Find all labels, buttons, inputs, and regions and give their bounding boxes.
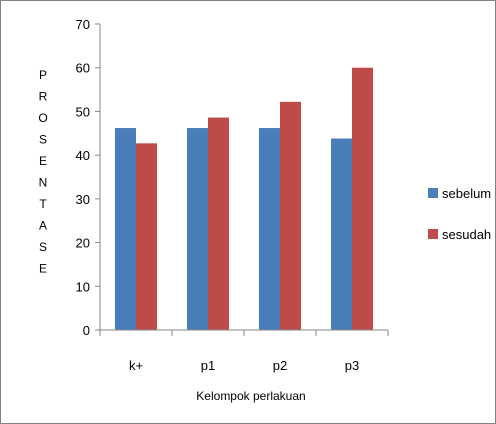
x-axis-title: Kelompok perlakuan (196, 389, 305, 403)
x-tick-label: k+ (129, 358, 143, 373)
y-axis-title-letter: A (39, 219, 47, 233)
y-axis-title-letter: S (39, 240, 47, 254)
bar-sesudah-k+ (136, 143, 157, 330)
y-axis-title-letter: E (39, 154, 47, 168)
bar-sesudah-p1 (208, 117, 229, 330)
y-tick-label: 60 (76, 61, 90, 76)
bar-sesudah-p3 (352, 67, 373, 330)
y-axis-ticks: 0 10 20 30 40 50 60 70 (76, 17, 100, 338)
y-tick-label: 0 (83, 323, 90, 338)
y-tick-label: 50 (76, 104, 90, 119)
x-axis-ticks: k+ p1 p2 p3 (99, 330, 389, 373)
y-axis-title-letter: R (39, 90, 48, 104)
x-tick-label: p2 (273, 358, 287, 373)
legend: sebelum sesudah (428, 186, 491, 242)
y-axis-title-letter: S (39, 133, 47, 147)
bar-sebelum-p1 (187, 128, 208, 330)
y-tick-label: 40 (76, 148, 90, 163)
y-tick-label: 70 (76, 17, 90, 32)
y-tick-label: 20 (76, 236, 90, 251)
legend-label-sebelum: sebelum (442, 186, 491, 201)
bar-sebelum-p3 (331, 138, 352, 330)
x-tick-label: p3 (345, 358, 359, 373)
legend-swatch-sebelum (428, 188, 438, 198)
y-axis-title-letter: E (39, 262, 47, 276)
y-tick-label: 30 (76, 192, 90, 207)
y-axis-title-letter: N (39, 176, 48, 190)
y-axis-title-letter: T (39, 197, 47, 211)
legend-swatch-sesudah (428, 229, 438, 239)
bar-sebelum-p2 (259, 128, 280, 330)
bar-sesudah-p2 (280, 101, 301, 330)
x-tick-label: p1 (201, 358, 215, 373)
y-axis-title-letter: O (38, 111, 47, 125)
y-axis-title-letter: P (39, 68, 47, 82)
legend-label-sesudah: sesudah (442, 227, 491, 242)
bar-sebelum-k+ (115, 128, 136, 330)
bars (115, 67, 373, 330)
y-tick-label: 10 (76, 279, 90, 294)
